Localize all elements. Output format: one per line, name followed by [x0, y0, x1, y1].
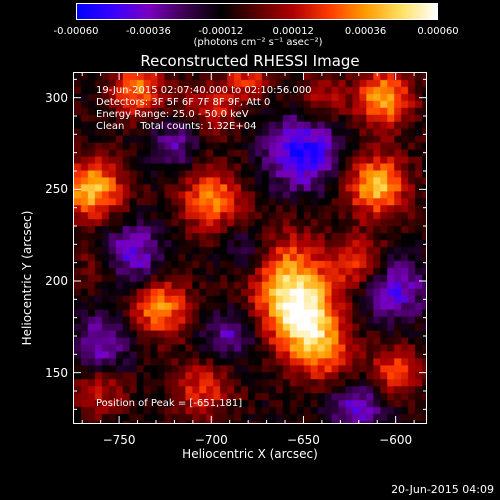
colorbar-tick-label: 0.00036: [344, 26, 387, 37]
colorbar-tick-label: 0.00012: [272, 26, 314, 37]
y-tick-label: 150: [45, 365, 68, 380]
energy-range-text: Energy Range: 25.0 - 50.0 keV: [96, 109, 249, 120]
rhessi-image-plot: 19-Jun-2015 02:07:40.000 to 02:10:56.000…: [73, 72, 427, 424]
image-title: Reconstructed RHESSI Image: [140, 52, 360, 70]
x-tick-label: −600: [379, 433, 413, 447]
time-range-text: 19-Jun-2015 02:07:40.000 to 02:10:56.000: [96, 85, 312, 96]
x-tick-label: −650: [286, 433, 320, 447]
y-tick-label: 300: [45, 90, 68, 105]
algorithm-counts-text: Clean Total counts: 1.32E+04: [96, 121, 257, 132]
peak-position-text: Position of Peak = [-651,181]: [96, 398, 243, 409]
colorbar-tick-label: -0.00036: [125, 26, 171, 37]
x-tick-label: −750: [102, 433, 136, 447]
y-axis-label: Heliocentric Y (arcsec): [20, 210, 34, 346]
colorbar-tick-label: -0.00012: [198, 26, 244, 37]
detectors-text: Detectors: 3F 5F 6F 7F 8F 9F, Att 0: [96, 97, 271, 108]
rhessi-heatmap: [74, 73, 426, 423]
observation-info: 19-Jun-2015 02:07:40.000 to 02:10:56.000…: [96, 85, 312, 133]
x-tick-label: −700: [194, 433, 228, 447]
plot-timestamp: 20-Jun-2015 04:09: [391, 483, 494, 496]
y-tick-label: 250: [45, 182, 68, 197]
y-tick-label: 200: [45, 274, 68, 288]
colorbar-units: (photons cm⁻² s⁻¹ asec⁻²): [193, 37, 323, 48]
colorbar-tick-label: -0.00060: [53, 26, 99, 37]
colorbar-tick-label: 0.00060: [417, 26, 459, 37]
x-axis-label: Heliocentric X (arcsec): [182, 447, 318, 461]
colorbar: [76, 3, 438, 20]
